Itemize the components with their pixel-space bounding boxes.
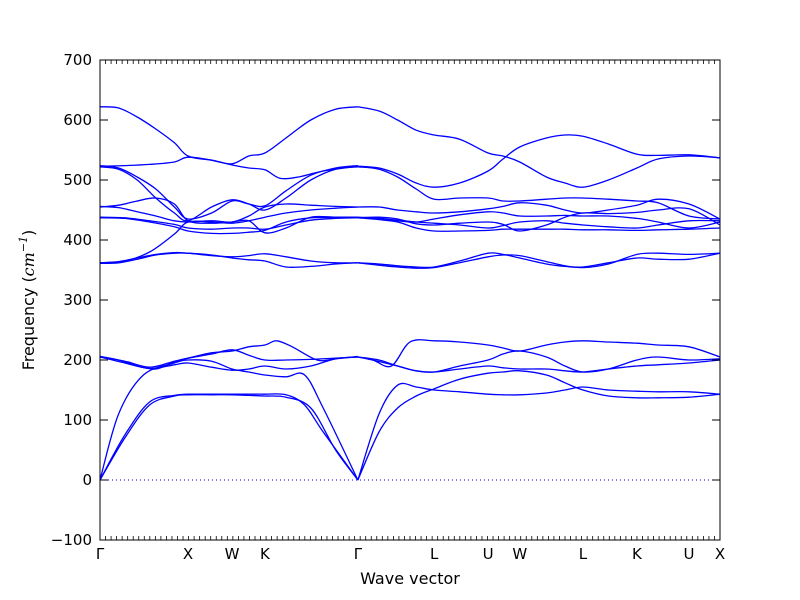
y-tick-label: 700: [63, 51, 92, 69]
x-tick-label: U: [684, 545, 695, 563]
band-line-27: [357, 166, 721, 220]
band-line-26: [357, 134, 721, 188]
band-line-28: [357, 198, 721, 220]
band-line-17: [99, 216, 358, 230]
band-line-23: [99, 156, 358, 180]
band-line-6: [99, 356, 358, 371]
y-tick-label: 300: [63, 291, 92, 309]
x-axis-title: Wave vector: [360, 569, 460, 588]
y-tick-label: −100: [51, 531, 92, 549]
band-line-7: [357, 382, 721, 481]
plot-frame: [99, 59, 721, 541]
y-axis-title-unit: cm: [19, 252, 38, 276]
y-axis-title: Frequency (cm−1): [17, 230, 38, 371]
y-axis-title-text: Frequency (: [19, 276, 38, 370]
band-line-19: [99, 197, 358, 234]
y-axis-title-exponent: −1: [17, 236, 30, 252]
x-tick-label: U: [483, 545, 494, 563]
band-line-5: [99, 349, 358, 368]
x-tick-label: W: [512, 545, 527, 563]
band-line-1: [99, 394, 359, 481]
band-line-14: [357, 252, 721, 269]
band-line-32: [357, 207, 721, 232]
band-line-12: [99, 252, 358, 269]
x-tick-label: K: [632, 545, 643, 563]
x-tick-label: W: [225, 545, 240, 563]
x-tick-label: K: [260, 545, 271, 563]
band-line-29: [357, 211, 721, 229]
band-line-3: [99, 359, 359, 481]
y-tick-label: 200: [63, 351, 92, 369]
x-tick-label: Γ: [96, 545, 105, 563]
band-line-24: [99, 106, 358, 165]
y-tick-label: 500: [63, 171, 92, 189]
band-line-30: [357, 217, 721, 229]
band-line-8: [357, 370, 721, 481]
band-line-15: [357, 252, 721, 269]
band-line-18: [99, 206, 358, 264]
x-tick-label: L: [430, 545, 439, 563]
y-axis-title-close: ): [19, 230, 38, 236]
band-line-20: [99, 203, 358, 223]
band-line-21: [99, 166, 358, 222]
band-line-13: [99, 251, 358, 264]
band-line-22: [99, 164, 358, 220]
band-line-25: [357, 106, 721, 188]
y-tick-label: 0: [82, 471, 92, 489]
band-line-11: [357, 339, 721, 368]
band-line-31: [357, 217, 721, 232]
x-tick-label: X: [715, 545, 725, 563]
x-tick-label: X: [183, 545, 193, 563]
band-line-2: [99, 393, 359, 481]
y-tick-label: 100: [63, 411, 92, 429]
y-tick-label: 400: [63, 231, 92, 249]
y-tick-label: 600: [63, 111, 92, 129]
x-tick-label: Γ: [354, 545, 363, 563]
x-tick-label: L: [579, 545, 588, 563]
plot-area: [99, 106, 721, 481]
